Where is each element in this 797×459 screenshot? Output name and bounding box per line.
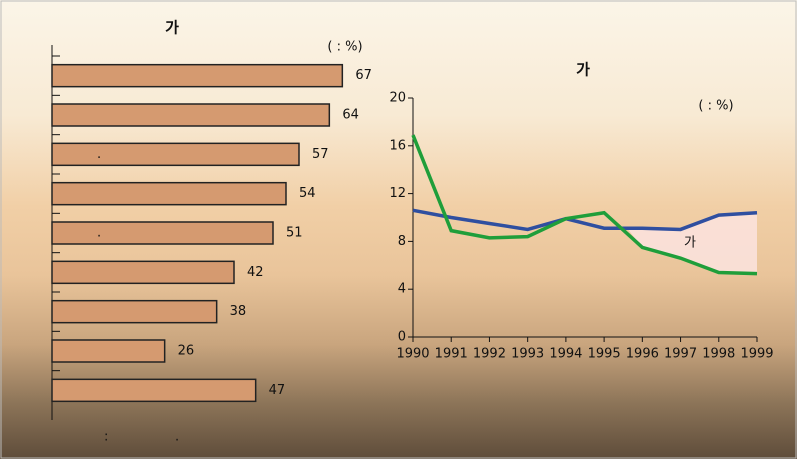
y-tick-label: 8 <box>398 234 406 249</box>
annotation: 가 <box>684 236 696 251</box>
bar <box>52 222 273 244</box>
bar-unit: ( : %) <box>327 40 362 55</box>
source: : <box>104 430 108 445</box>
source: . <box>175 430 179 445</box>
x-tick-label: 1994 <box>549 347 582 362</box>
line-title: 가 <box>576 61 590 79</box>
y-tick-label: 4 <box>398 282 406 297</box>
bar-title: 가 <box>165 19 179 37</box>
x-tick-label: 1995 <box>588 347 621 362</box>
value-label: 26 <box>178 344 195 359</box>
value-label: 42 <box>247 265 264 280</box>
y-tick-label: 0 <box>398 330 406 345</box>
bar <box>52 301 217 323</box>
x-tick-label: 1992 <box>473 347 506 362</box>
bar <box>52 143 299 165</box>
value-label: 67 <box>355 68 372 83</box>
x-tick-label: 1993 <box>511 347 544 362</box>
value-label: 51 <box>286 226 303 241</box>
x-tick-label: 1997 <box>664 347 697 362</box>
chart: 가 ( : %) : . 가 ( : %) 67 64 57. 54 51. 42 38 26… <box>0 0 797 459</box>
value-label: 54 <box>299 186 316 201</box>
value-label: 47 <box>269 383 286 398</box>
x-tick-label: 1990 <box>396 347 429 362</box>
value-label: 57 <box>312 147 329 162</box>
bar <box>52 261 234 283</box>
line-unit: ( : %) <box>698 99 733 114</box>
category-label: . <box>97 147 101 162</box>
y-tick-label: 12 <box>389 186 406 201</box>
bar <box>52 340 165 362</box>
x-tick-label: 1991 <box>435 347 468 362</box>
value-label: 64 <box>342 108 359 123</box>
bar <box>52 104 329 126</box>
bar <box>52 183 286 205</box>
value-label: 38 <box>230 304 247 319</box>
x-tick-label: 1996 <box>626 347 659 362</box>
y-tick-label: 16 <box>389 138 406 153</box>
y-tick-label: 20 <box>389 91 406 106</box>
bar <box>52 379 256 401</box>
bar <box>52 65 342 87</box>
page: 가 ( : %) : . 가 ( : %) 67 64 57. 54 51. 42 38 26… <box>0 0 797 459</box>
x-tick-label: 1999 <box>740 347 773 362</box>
x-tick-label: 1998 <box>702 347 735 362</box>
category-label: . <box>97 226 101 241</box>
